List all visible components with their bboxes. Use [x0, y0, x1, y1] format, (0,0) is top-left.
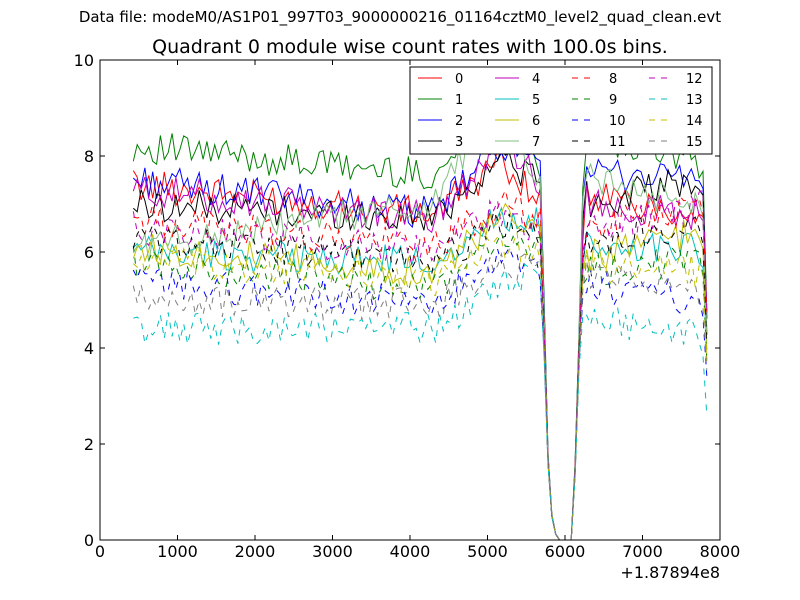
legend-label-3: 3 [455, 135, 463, 150]
legend-label-2: 2 [455, 114, 463, 129]
legend-label-5: 5 [532, 93, 540, 108]
series-line-12 [132, 189, 708, 541]
x-tick-label: 7000 [622, 542, 663, 561]
legend-label-4: 4 [532, 72, 540, 87]
x-tick-label: 8000 [700, 542, 741, 561]
y-tick-label: 8 [84, 147, 94, 166]
legend-label-7: 7 [532, 135, 540, 150]
series-line-14 [132, 232, 708, 541]
y-tick-label: 10 [74, 51, 94, 70]
legend-label-1: 1 [455, 93, 463, 108]
series-line-7 [132, 76, 708, 541]
x-tick-label: 3000 [312, 542, 353, 561]
x-offset-label: +1.87894e8 [620, 563, 720, 582]
x-tick-label: 6000 [545, 542, 586, 561]
series-line-11 [132, 210, 708, 541]
x-tick-label: 4000 [390, 542, 431, 561]
legend-box [409, 66, 713, 155]
legend-label-12: 12 [686, 72, 703, 87]
y-tick-label: 6 [84, 243, 94, 262]
legend-label-0: 0 [455, 72, 463, 87]
series-line-4 [132, 133, 708, 541]
series-line-8 [133, 188, 708, 541]
legend-label-10: 10 [609, 114, 626, 129]
series-line-10 [132, 246, 708, 541]
x-tick-label: 1000 [157, 542, 198, 561]
series-line-6 [132, 202, 708, 541]
figure-header: Data file: modeM0/AS1P01_997T03_90000002… [78, 8, 722, 26]
y-tick-label: 2 [84, 435, 94, 454]
legend-label-8: 8 [609, 72, 617, 87]
x-tick-label: 0 [95, 542, 105, 561]
legend-label-11: 11 [609, 135, 626, 150]
chart-title: Quadrant 0 module wise count rates with … [152, 36, 668, 58]
y-tick-label: 0 [84, 531, 94, 550]
legend-label-9: 9 [609, 93, 617, 108]
legend-label-6: 6 [532, 114, 540, 129]
series-line-0 [132, 148, 708, 541]
legend-label-13: 13 [686, 93, 703, 108]
y-tick-label: 4 [84, 339, 94, 358]
legend-label-15: 15 [686, 135, 703, 150]
x-tick-label: 2000 [235, 542, 276, 561]
legend-label-14: 14 [686, 114, 703, 129]
x-tick-label: 5000 [467, 542, 508, 561]
series-line-15 [132, 251, 708, 541]
series-layer [132, 76, 708, 541]
